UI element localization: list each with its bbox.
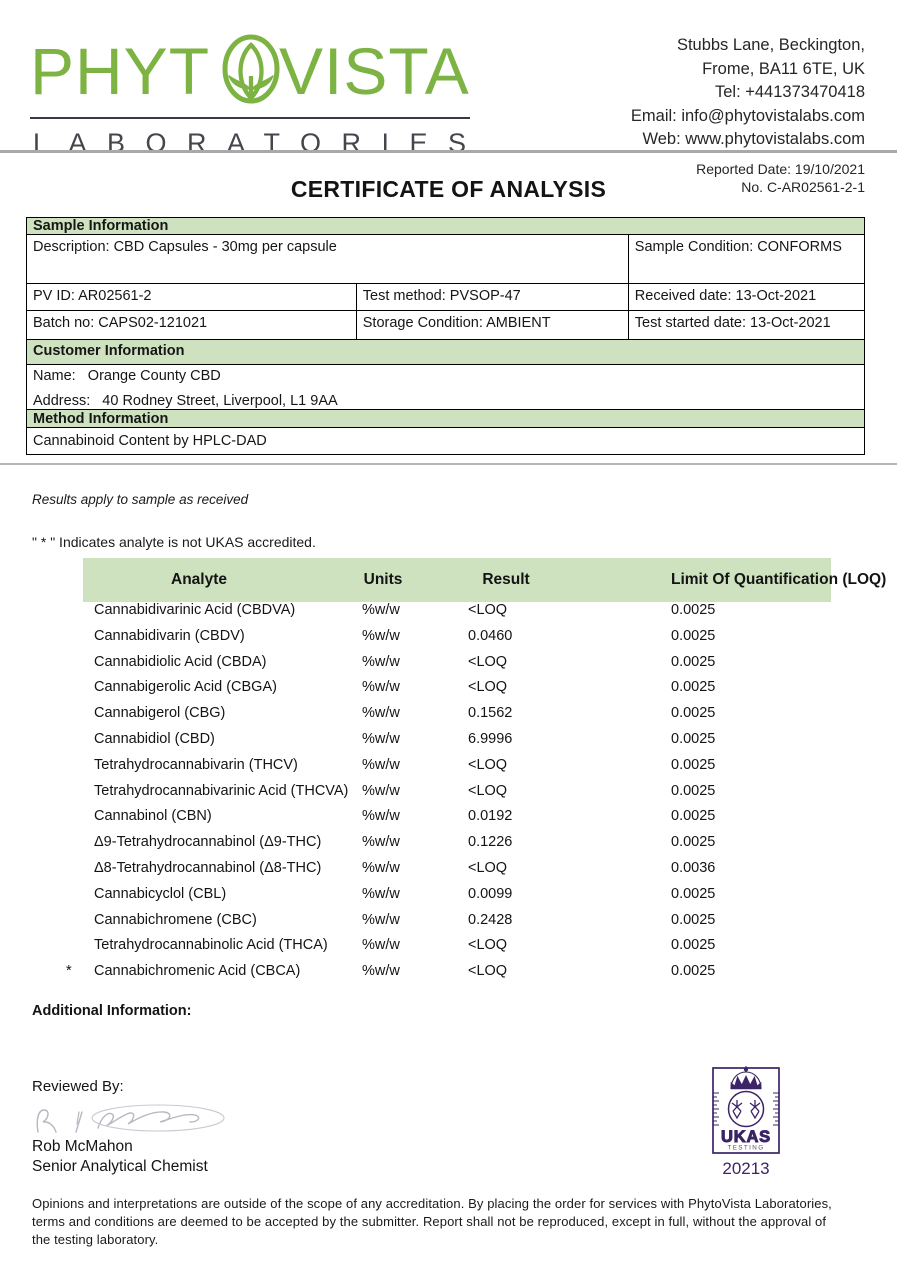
svg-text:UKAS: UKAS bbox=[721, 1128, 771, 1146]
svg-text:VISTA: VISTA bbox=[279, 34, 470, 108]
svg-text:PHYT: PHYT bbox=[30, 34, 210, 108]
svg-text:20213: 20213 bbox=[722, 1159, 769, 1178]
svg-text:TESTING: TESTING bbox=[727, 1145, 764, 1152]
